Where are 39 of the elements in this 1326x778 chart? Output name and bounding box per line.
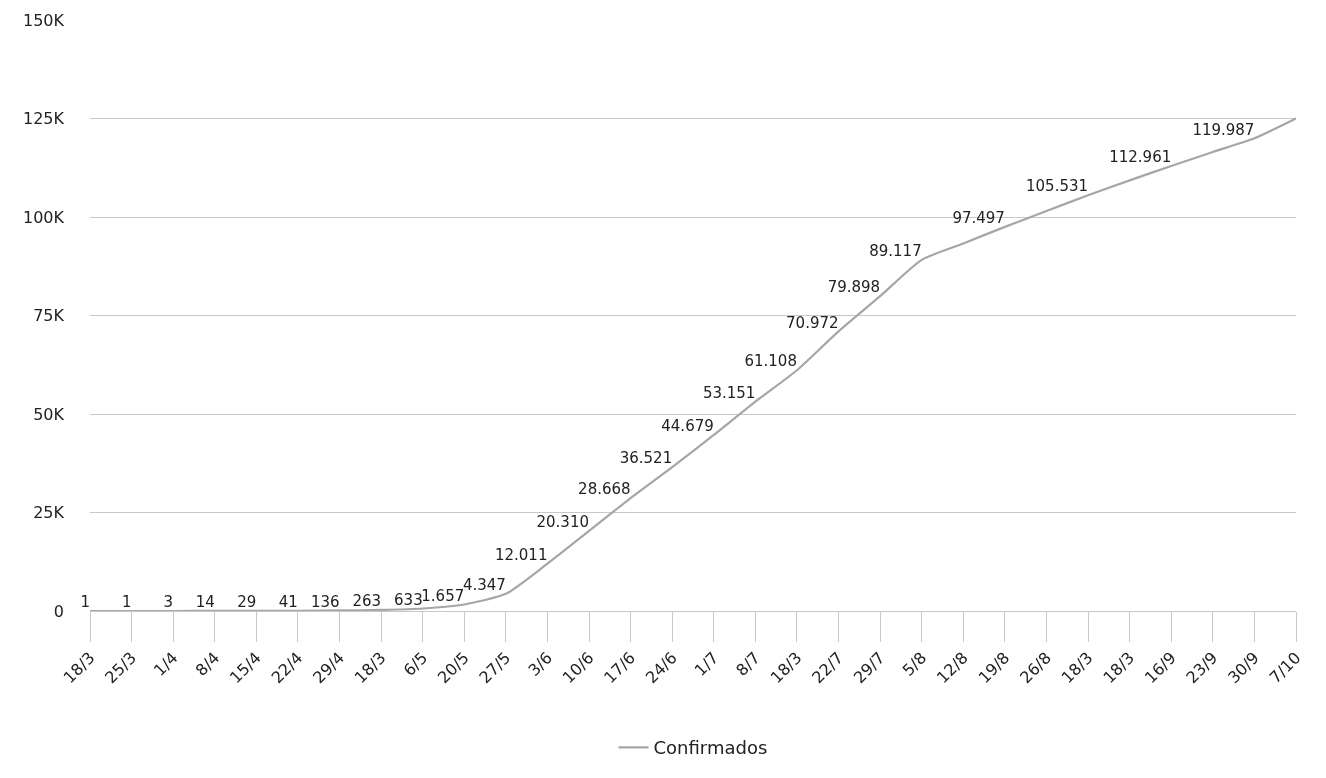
x-tick-label: 3/6: [524, 648, 556, 680]
data-label: 20.310: [536, 513, 590, 532]
data-label: 633: [394, 590, 423, 609]
x-tick-label: 8/7: [732, 648, 764, 680]
data-label: 89.117: [869, 242, 922, 261]
data-label: 1: [80, 593, 90, 612]
y-tick-label: 150K: [22, 10, 65, 30]
y-tick-label: 50K: [33, 404, 65, 424]
data-label: 14: [195, 593, 215, 612]
y-tick-label: 25K: [33, 503, 65, 523]
data-label: 119.987: [1192, 120, 1255, 139]
data-label: 3: [163, 593, 174, 612]
y-tick-label: 125K: [22, 109, 65, 129]
data-label: 41: [278, 593, 298, 612]
x-tick-label: 6/5: [399, 648, 432, 680]
data-label: 79.898: [827, 278, 881, 297]
x-tick-label: 5/8: [898, 648, 931, 680]
data-label: 29: [237, 593, 257, 612]
y-tick-label: 100K: [22, 207, 65, 227]
x-tick-label: 8/4: [191, 648, 224, 680]
data-label: 36.521: [619, 449, 673, 468]
data-label: 28.668: [578, 480, 631, 499]
data-label: 136: [310, 592, 340, 611]
x-tick-label: 1/4: [150, 648, 182, 680]
data-label: 70.972: [786, 313, 839, 332]
data-label: 97.497: [952, 209, 1005, 228]
data-label: 105.531: [1026, 177, 1089, 196]
y-tick-label: 0: [53, 601, 64, 621]
y-tick-label: 75K: [33, 306, 65, 326]
data-label: 112.961: [1109, 148, 1172, 167]
data-label: 44.679: [661, 417, 714, 436]
legend-label: Confirmados: [653, 737, 768, 759]
data-label: 1: [122, 593, 132, 612]
data-label: 53.151: [702, 383, 756, 402]
data-label: 12.011: [494, 545, 548, 564]
data-label: 61.108: [744, 352, 797, 371]
x-tick-label: 1/7: [690, 648, 723, 680]
data-label: 4.347: [462, 576, 506, 595]
data-label: 263: [352, 592, 382, 611]
